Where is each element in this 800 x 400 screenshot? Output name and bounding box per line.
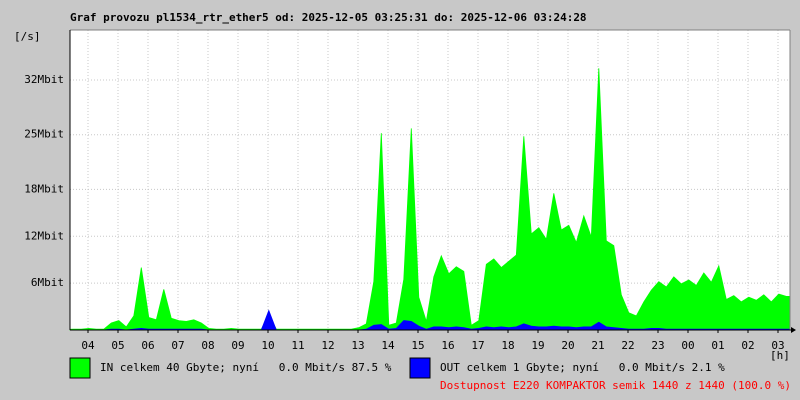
area (70, 309, 791, 331)
x-tick-label: 02 (741, 339, 754, 352)
x-tick-label: 00 (681, 339, 694, 352)
x-tick-label: 18 (501, 339, 514, 352)
x-tick-label: 05 (111, 339, 124, 352)
chart-title: Graf provozu pl1534_rtr_ether5 od: 2025-… (70, 11, 587, 24)
x-tick-label: 23 (651, 339, 664, 352)
y-tick-label: 32Mbit (24, 73, 64, 86)
x-tick-label: 01 (711, 339, 724, 352)
x-axis-label: [h] (770, 349, 790, 362)
x-tick-label: 12 (321, 339, 334, 352)
availability: Dostupnost E220 KOMPAKTOR semik 1440 z 1… (440, 379, 791, 392)
x-tick-label: 15 (411, 339, 424, 352)
x-tick-label: 10 (261, 339, 274, 352)
x-tick-label: 08 (201, 339, 214, 352)
legend-label: IN celkem 40 Gbyte; nyní 0.0 Mbit/s 87.5… (100, 361, 392, 374)
legend-swatch (69, 357, 91, 379)
y-tick-label: 12Mbit (24, 229, 64, 242)
y-tick-label: 25Mbit (24, 128, 64, 141)
x-tick-label: 03 (771, 339, 784, 352)
x-tick-label: 14 (381, 339, 395, 352)
area (69, 68, 791, 331)
x-tick-label: 22 (621, 339, 634, 352)
x-tick-label: 06 (141, 339, 154, 352)
x-tick-label: 20 (561, 339, 574, 352)
x-tick-label: 13 (351, 339, 364, 352)
x-tick-label: 19 (531, 339, 544, 352)
x-tick-label: 11 (291, 339, 304, 352)
y-axis-label: [/s] (14, 30, 41, 43)
x-tick-label: 17 (471, 339, 484, 352)
x-axis-arrow (791, 327, 796, 333)
legend-swatch (409, 357, 431, 379)
y-tick-label: 18Mbit (24, 182, 64, 195)
x-tick-label: 04 (81, 339, 95, 352)
x-tick-label: 09 (231, 339, 244, 352)
legend-label: OUT celkem 1 Gbyte; nyní 0.0 Mbit/s 2.1 … (440, 361, 725, 374)
x-tick-label: 16 (441, 339, 454, 352)
x-tick-label: 07 (171, 339, 184, 352)
x-tick-label: 21 (591, 339, 604, 352)
y-tick-label: 6Mbit (31, 276, 64, 289)
